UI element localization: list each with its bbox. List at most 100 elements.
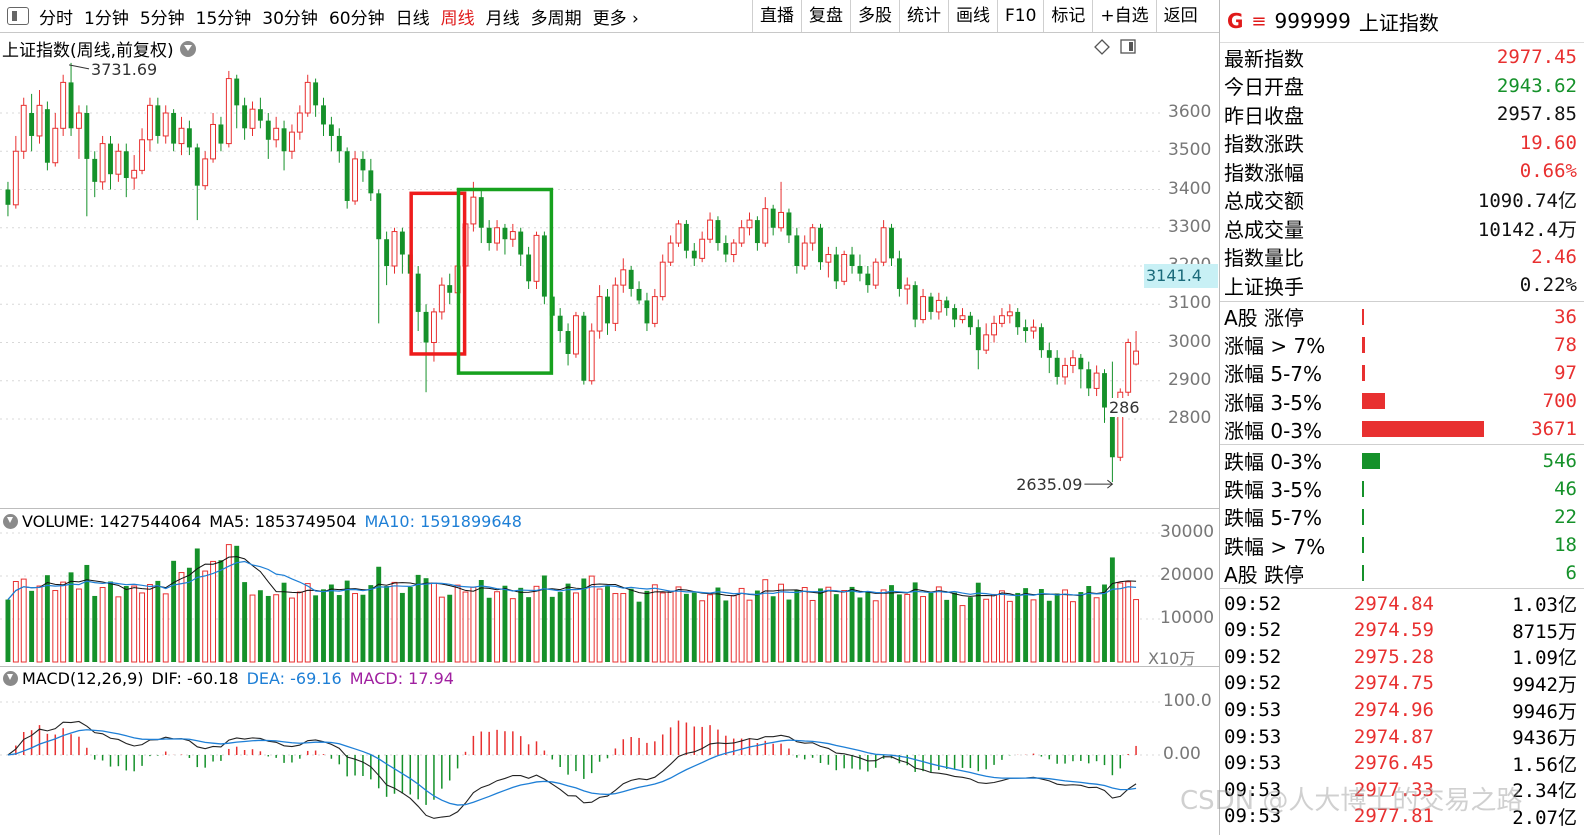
candle [60,74,67,136]
back-button[interactable]: 返回 [1155,0,1205,32]
candle [84,105,90,217]
volume-bar [44,575,50,662]
period-daily[interactable]: 日线 [395,8,430,29]
mark-button[interactable]: 标记 [1043,0,1092,32]
candle-body [352,158,359,202]
candle [1086,361,1092,397]
draw-line-button[interactable]: 画线 [948,0,997,32]
candle-body [636,288,642,301]
replay-button[interactable]: 复盘 [801,0,850,32]
candle-body [865,273,871,286]
candle-body [778,211,785,229]
candle-body [36,104,43,137]
period-weekly[interactable]: 周线 [440,8,475,29]
candle-body [738,227,745,244]
diamond-icon[interactable] [1094,39,1110,55]
quote-rows: 最新指数 2977.45 今日开盘 2943.62 昨日收盘 2957.85 指数涨跌 19.… [1220,43,1584,300]
period-intraday[interactable]: 分时 [39,8,73,29]
breadth-bar [1362,336,1365,353]
volume-dropdown-icon[interactable] [3,513,18,529]
period-30min[interactable]: 30分钟 [262,8,318,29]
menu-icon[interactable]: ≡ [1251,10,1267,32]
statistics-button[interactable]: 统计 [899,0,948,32]
breadth-value: 46 [1554,477,1577,500]
quote-panel: G ≡ 999999 上证指数 最新指数 2977.45 今日开盘 2943.62 昨日… [1219,0,1584,835]
candle-body [912,285,918,320]
candle [288,124,295,159]
candle [952,304,958,328]
candle-body [691,250,697,259]
candle [581,311,587,385]
candle [691,243,697,266]
candle-body [983,334,990,351]
candle [447,273,453,305]
candle [178,116,185,156]
period-15min[interactable]: 15分钟 [195,8,252,29]
volume-chart[interactable] [0,532,1219,666]
period-1min[interactable]: 1分钟 [84,8,129,29]
period-60min[interactable]: 60分钟 [328,8,385,29]
candle [857,254,863,282]
volume-bar [139,592,146,663]
period-more[interactable]: 更多 › [590,4,647,29]
ma10-label: MA10: 1591899648 [364,511,522,531]
add-watchlist-button[interactable]: +自选 [1092,0,1155,32]
live-button[interactable]: 直播 [752,0,801,32]
panel-divider-2 [0,666,1219,667]
candle [636,281,642,305]
candle [313,78,319,117]
multi-stock-button[interactable]: 多股 [850,0,899,32]
candle-body [557,315,563,332]
period-monthly[interactable]: 月线 [485,8,520,29]
volume-bar [699,600,706,663]
volume-bar [273,594,280,663]
f10-button[interactable]: F10 [997,0,1043,32]
tick-time: 09:53 [1224,805,1282,828]
ma5-label: MA5: 1853749504 [209,511,357,531]
volume-bar [384,586,390,662]
breadth-value: 78 [1554,333,1577,356]
candle [967,311,973,335]
macd-chart[interactable] [0,688,1219,835]
candle-body [438,284,445,313]
candle-body [75,112,82,129]
candle-body [470,196,477,225]
candle [1046,342,1052,374]
period-5min[interactable]: 5分钟 [139,8,185,29]
quote-row: 指数涨幅 0.66% [1220,157,1584,186]
candle-body [399,231,405,255]
price-chart[interactable]: 3731.69 2635.09 [0,56,1219,508]
macd-dropdown-icon[interactable] [3,670,18,686]
candle [5,181,11,217]
high-marker-arrow [68,64,90,70]
volume-bar [123,586,129,662]
current-price-tag: 3141.4 [1144,264,1218,288]
candle [257,97,263,129]
sidebar-toggle-icon[interactable] [7,7,29,25]
candle-body [202,158,209,187]
candle-body [659,261,666,298]
candle [588,323,595,385]
volume-bar [596,588,603,663]
candle [20,97,27,159]
volume-bar [1093,597,1100,663]
volume-bar [754,590,760,662]
candle [983,323,990,354]
tick-row: 09:52 2975.28 1.09亿 [1220,644,1584,671]
breadth-value: 22 [1554,505,1577,528]
volume-bar [288,597,295,663]
breadth-row: 涨幅 0-3% 3671 [1220,415,1584,443]
volume-bar [1102,584,1107,662]
breadth-bar-track [1358,508,1517,525]
candle-body [572,315,579,355]
period-multi[interactable]: 多周期 [530,8,582,29]
candle [730,239,737,263]
breadth-bar-track [1358,393,1517,410]
quote-label: 指数涨跌 [1224,132,1304,157]
partial-price-label: 286 [1109,398,1140,417]
breadth-row: 跌幅 3-5% 46 [1220,475,1584,503]
dropdown-icon[interactable] [179,40,196,57]
panel-icon[interactable] [1120,39,1136,54]
g-badge[interactable]: G [1227,9,1244,33]
